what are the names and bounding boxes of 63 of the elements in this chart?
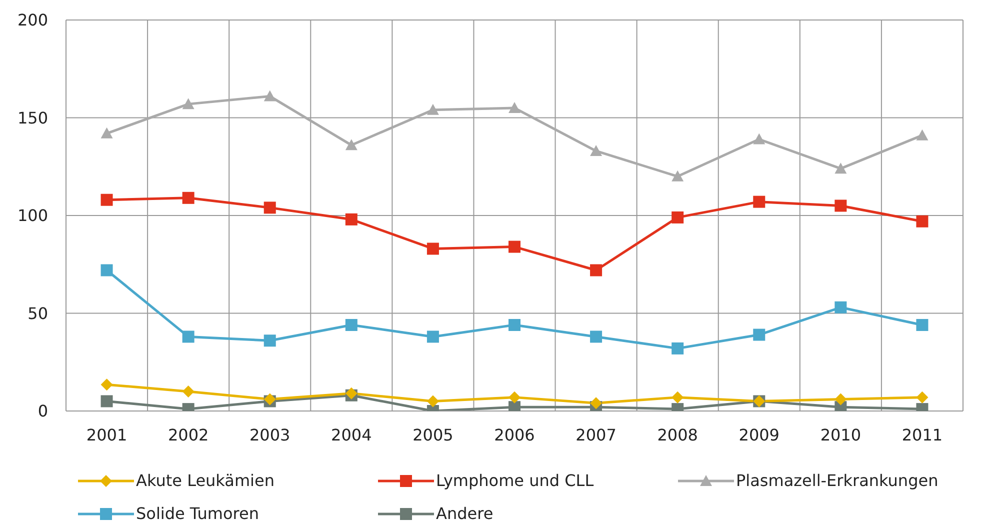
point: [264, 202, 276, 214]
point: [753, 196, 766, 208]
point: [672, 211, 684, 224]
x-tick-label: 2007: [576, 425, 616, 444]
point: [753, 133, 766, 144]
point: [345, 318, 358, 331]
legend-label: Andere: [436, 504, 494, 523]
x-tick-label: 2002: [168, 425, 209, 444]
point: [672, 170, 684, 182]
x-tick-label: 2008: [657, 425, 698, 444]
y-tick-label: 50: [28, 304, 48, 323]
point: [590, 144, 602, 156]
x-tick-label: 2010: [820, 425, 862, 444]
point: [100, 127, 113, 138]
point: [916, 215, 928, 228]
point: [426, 242, 439, 255]
y-tick-label: 0: [38, 402, 48, 421]
x-tick-label: 2003: [250, 425, 290, 444]
point: [916, 129, 928, 140]
legend-label: Akute Leukämien: [136, 471, 274, 490]
point: [834, 393, 847, 406]
point: [916, 391, 928, 404]
point: [100, 264, 113, 276]
point: [590, 397, 602, 410]
point: [672, 342, 684, 354]
point: [834, 162, 847, 174]
legend-label: Plasmazell-Erkrankungen: [736, 471, 938, 490]
x-tick-label: 2004: [331, 425, 372, 444]
point: [182, 385, 194, 398]
point: [508, 318, 520, 331]
legend-label: Lymphome und CLL: [436, 471, 594, 490]
point: [182, 192, 194, 204]
point: [834, 301, 847, 314]
point: [508, 391, 520, 404]
point: [426, 104, 439, 115]
x-tick-label: 2006: [494, 425, 535, 444]
point: [182, 330, 194, 343]
point: [916, 318, 928, 331]
y-tick-label: 100: [17, 206, 48, 226]
point: [834, 200, 847, 212]
point: [345, 139, 358, 150]
point: [264, 334, 276, 347]
point: [672, 391, 684, 404]
point: [590, 264, 602, 276]
point: [182, 98, 194, 110]
x-tick-label: 2001: [86, 425, 128, 444]
point: [426, 395, 439, 408]
point: [100, 378, 113, 391]
point: [508, 240, 520, 253]
point: [508, 102, 520, 113]
legend-label: Solide Tumoren: [136, 504, 259, 523]
x-tick-label: 2011: [902, 425, 943, 444]
point: [100, 395, 113, 408]
point: [264, 90, 276, 102]
y-tick-label: 150: [17, 108, 48, 128]
point: [345, 213, 358, 226]
point: [426, 330, 439, 343]
x-tick-label: 2005: [412, 425, 454, 444]
point: [590, 330, 602, 343]
y-tick-label: 200: [17, 10, 48, 30]
x-tick-label: 2009: [738, 425, 780, 444]
point: [100, 194, 113, 206]
point: [753, 328, 766, 341]
